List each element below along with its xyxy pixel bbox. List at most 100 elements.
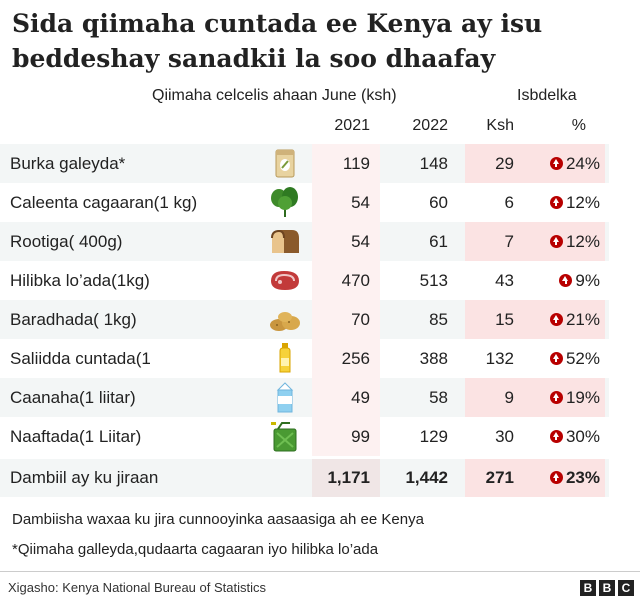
change-pct-value: 9% <box>575 271 600 290</box>
value-2021: 256 <box>341 349 370 368</box>
change-pct: 19% <box>524 378 600 417</box>
price-2021-shade <box>312 339 380 378</box>
row-label: Caleenta cagaaran(1 kg) <box>10 193 198 212</box>
change-pct-value: 19% <box>565 388 600 407</box>
footer-divider <box>0 571 640 572</box>
column-header-2022: 2022 <box>412 117 448 134</box>
increase-arrow-icon <box>549 313 563 326</box>
change-ksh: 9 <box>504 388 514 407</box>
increase-arrow-icon <box>549 235 563 248</box>
increase-arrow-icon <box>549 157 563 170</box>
value-2022: 58 <box>429 388 448 407</box>
column-header-pct: % <box>571 117 586 134</box>
bbc-logo-block-1: B <box>580 580 596 596</box>
price-header: Qiimaha celcelis ahaan June (ksh) <box>152 87 397 104</box>
column-header-2021: 2021 <box>334 117 370 134</box>
leafy-greens-icon <box>268 185 302 219</box>
change-pct: 23% <box>524 459 600 497</box>
increase-arrow-icon <box>549 471 563 484</box>
value-2022: 148 <box>419 154 448 173</box>
footnote-basket: Dambiisha waxaa ku jira cunnooyinka aasa… <box>12 511 424 528</box>
change-shade <box>465 339 605 378</box>
change-pct-value: 24% <box>565 154 600 173</box>
change-ksh: 29 <box>495 154 514 173</box>
value-2021: 70 <box>351 310 370 329</box>
increase-arrow-icon <box>559 274 573 287</box>
change-pct: 52% <box>524 339 600 378</box>
increase-arrow-icon <box>549 430 563 443</box>
change-pct: 9% <box>524 261 600 300</box>
row-label: Baradhada( 1kg) <box>10 310 137 329</box>
steak-icon <box>268 263 302 297</box>
oil-bottle-icon <box>268 341 302 375</box>
change-pct-value: 30% <box>565 427 600 446</box>
change-ksh: 6 <box>504 193 514 212</box>
price-2021-shade <box>312 417 380 456</box>
column-header-ksh: Ksh <box>486 117 514 134</box>
change-shade <box>465 261 605 300</box>
price-2021-shade <box>312 261 380 300</box>
change-pct-value: 52% <box>565 349 600 368</box>
change-shade <box>465 222 605 261</box>
value-2022: 513 <box>419 271 448 290</box>
price-2021-shade <box>312 183 380 222</box>
change-ksh: 7 <box>504 232 514 251</box>
increase-arrow-icon <box>549 196 563 209</box>
value-2021: 54 <box>351 193 370 212</box>
milk-carton-icon <box>268 380 302 414</box>
increase-arrow-icon <box>549 391 563 404</box>
row-label: Dambiil ay ku jiraan <box>10 468 159 487</box>
change-pct-value: 21% <box>565 310 600 329</box>
value-2021: 54 <box>351 232 370 251</box>
value-2021: 99 <box>351 427 370 446</box>
change-pct: 21% <box>524 300 600 339</box>
change-ksh: 43 <box>495 271 514 290</box>
bread-loaf-icon <box>268 224 302 258</box>
change-pct-value: 12% <box>565 232 600 251</box>
price-2021-shade <box>312 144 380 183</box>
value-2021: 119 <box>342 154 370 173</box>
change-pct: 12% <box>524 222 600 261</box>
row-label: Rootiga( 400g) <box>10 232 123 251</box>
increase-arrow-icon <box>549 352 563 365</box>
bbc-logo-block-3: C <box>618 580 634 596</box>
value-2021: 1,171 <box>327 468 370 487</box>
potatoes-icon <box>268 302 302 336</box>
change-header: Isbdelka <box>517 87 577 104</box>
value-2021: 470 <box>341 271 370 290</box>
price-2021-shade <box>312 222 380 261</box>
value-2022: 388 <box>419 349 448 368</box>
change-shade <box>465 300 605 339</box>
change-ksh: 271 <box>485 468 514 487</box>
change-ksh: 30 <box>495 427 514 446</box>
value-2022: 1,442 <box>405 468 448 487</box>
footnote-prices: *Qiimaha galleyda,qudaarta cagaaran iyo … <box>12 541 379 558</box>
change-ksh: 15 <box>495 310 514 329</box>
value-2022: 60 <box>429 193 448 212</box>
change-shade <box>465 459 605 497</box>
change-shade <box>465 378 605 417</box>
change-shade <box>465 144 605 183</box>
value-2022: 129 <box>419 427 448 446</box>
change-pct: 12% <box>524 183 600 222</box>
fuel-can-icon <box>268 419 302 453</box>
change-pct-value: 23% <box>565 468 600 487</box>
bbc-logo-block-2: B <box>599 580 615 596</box>
row-label: Saliidda cuntada(1 <box>10 349 151 368</box>
value-2021: 49 <box>351 388 370 407</box>
source-text: Xigasho: Kenya National Bureau of Statis… <box>8 580 266 595</box>
value-2022: 85 <box>429 310 448 329</box>
change-pct: 30% <box>524 417 600 456</box>
row-label: Naaftada(1 Liitar) <box>10 427 142 446</box>
chart-title: Sida qiimaha cuntada ee Kenya ay isu bed… <box>12 9 543 73</box>
flour-bag-icon <box>268 146 302 180</box>
value-2022: 61 <box>429 232 448 251</box>
row-label: Caanaha(1 liitar) <box>10 388 136 407</box>
change-ksh: 132 <box>485 349 514 368</box>
change-pct: 24% <box>524 144 600 183</box>
price-2021-shade <box>312 459 380 497</box>
change-shade <box>465 183 605 222</box>
row-label: Hilibka lo’ada(1kg) <box>10 271 150 290</box>
change-pct-value: 12% <box>565 193 600 212</box>
row-label: Burka galeyda* <box>10 154 126 173</box>
